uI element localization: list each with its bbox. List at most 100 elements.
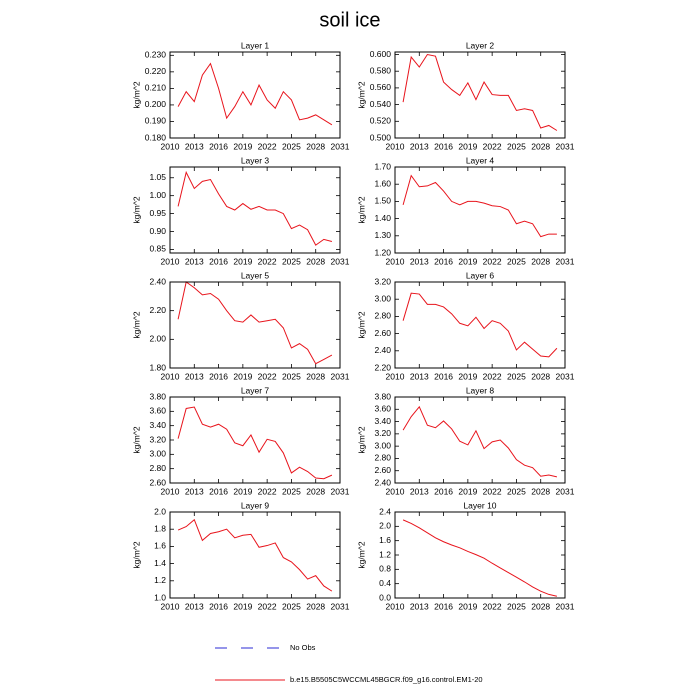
x-tick-label: 2028 [531,601,550,611]
x-tick-label: 2010 [386,601,405,611]
y-tick-label: 2.80 [374,453,391,463]
y-tick-label: 0.0 [379,592,391,602]
x-tick-label: 2019 [458,141,477,151]
x-tick-label: 2022 [483,486,502,496]
x-tick-label: 2025 [507,601,526,611]
x-tick-label: 2010 [386,486,405,496]
x-tick-label: 2013 [410,486,429,496]
y-tick-label: 1.05 [149,172,166,182]
y-tick-label: 2.0 [379,521,391,531]
y-axis-label: kg/m^2 [131,196,141,223]
x-tick-label: 2028 [306,371,325,381]
x-tick-label: 2022 [258,486,277,496]
y-tick-label: 3.80 [374,391,391,401]
y-tick-label: 2.4 [379,506,391,516]
y-tick-label: 1.70 [374,161,391,171]
x-tick-label: 2028 [531,371,550,381]
y-tick-label: 3.60 [149,406,166,416]
panel-title: Layer 4 [466,155,495,165]
x-tick-label: 2016 [434,486,453,496]
x-tick-label: 2025 [282,371,301,381]
y-tick-label: 0.90 [149,226,166,236]
x-tick-label: 2016 [209,601,228,611]
x-tick-label: 2019 [233,256,252,266]
y-tick-label: 1.50 [374,196,391,206]
x-tick-label: 2031 [331,486,350,496]
y-tick-label: 1.00 [149,190,166,200]
panel-title: Layer 6 [466,270,495,280]
x-tick-label: 2013 [185,256,204,266]
y-tick-label: 2.60 [149,477,166,487]
x-tick-label: 2022 [483,256,502,266]
y-tick-label: 1.8 [154,523,166,533]
panel-title: Layer 7 [241,385,270,395]
y-tick-label: 0.210 [145,83,167,93]
y-axis-label: kg/m^2 [356,196,366,223]
y-tick-label: 2.20 [149,305,166,315]
data-line [402,53,558,131]
panel-title: Layer 10 [463,500,496,510]
x-tick-label: 2019 [458,371,477,381]
y-axis-label: kg/m^2 [131,541,141,568]
y-axis-label: kg/m^2 [356,81,366,108]
x-tick-label: 2031 [331,371,350,381]
data-line [402,405,558,478]
x-tick-label: 2016 [209,486,228,496]
y-axis-label: kg/m^2 [356,311,366,338]
x-tick-label: 2016 [434,256,453,266]
x-tick-label: 2013 [185,486,204,496]
x-tick-label: 2028 [306,256,325,266]
x-tick-label: 2016 [209,141,228,151]
legend-label: b.e15.B5505C5WCCML45BGCR.f09_g16.control… [290,675,483,684]
y-tick-label: 3.20 [149,434,166,444]
x-tick-label: 2028 [531,141,550,151]
y-tick-label: 3.40 [149,420,166,430]
x-tick-label: 2025 [282,141,301,151]
x-tick-label: 2019 [233,141,252,151]
x-tick-label: 2010 [386,371,405,381]
x-tick-label: 2025 [507,141,526,151]
y-tick-label: 0.180 [145,132,167,142]
x-tick-label: 2016 [209,256,228,266]
x-tick-label: 2028 [306,486,325,496]
y-tick-label: 0.95 [149,208,166,218]
plot-frame [394,396,566,484]
y-tick-label: 2.20 [374,362,391,372]
y-tick-label: 1.30 [374,230,391,240]
x-tick-label: 2022 [483,141,502,151]
y-tick-label: 3.60 [374,404,391,414]
x-tick-label: 2031 [331,601,350,611]
x-tick-label: 2022 [258,141,277,151]
y-tick-label: 2.40 [149,276,166,286]
y-tick-label: 3.00 [149,449,166,459]
x-tick-label: 2013 [185,601,204,611]
y-tick-label: 3.40 [374,416,391,426]
x-tick-label: 2019 [458,256,477,266]
y-tick-label: 3.20 [374,428,391,438]
x-tick-label: 2010 [161,486,180,496]
y-tick-label: 1.6 [154,541,166,551]
plot-frame [394,166,566,254]
x-tick-label: 2025 [282,486,301,496]
y-tick-label: 3.20 [374,276,391,286]
plot-frame [169,281,341,369]
plot-frame [169,166,341,254]
x-tick-label: 2013 [410,371,429,381]
y-tick-label: 2.0 [154,506,166,516]
y-tick-label: 0.540 [370,99,392,109]
x-tick-label: 2025 [507,371,526,381]
x-tick-label: 2031 [556,601,575,611]
x-tick-label: 2013 [185,141,204,151]
y-tick-label: 2.40 [374,345,391,355]
y-tick-label: 2.60 [374,328,391,338]
x-tick-label: 2019 [458,486,477,496]
y-tick-label: 3.00 [374,293,391,303]
x-tick-label: 2025 [507,486,526,496]
x-tick-label: 2016 [434,141,453,151]
x-tick-label: 2022 [258,371,277,381]
x-tick-label: 2031 [331,141,350,151]
x-tick-label: 2031 [556,371,575,381]
plot-frame [169,396,341,484]
x-tick-label: 2010 [161,141,180,151]
